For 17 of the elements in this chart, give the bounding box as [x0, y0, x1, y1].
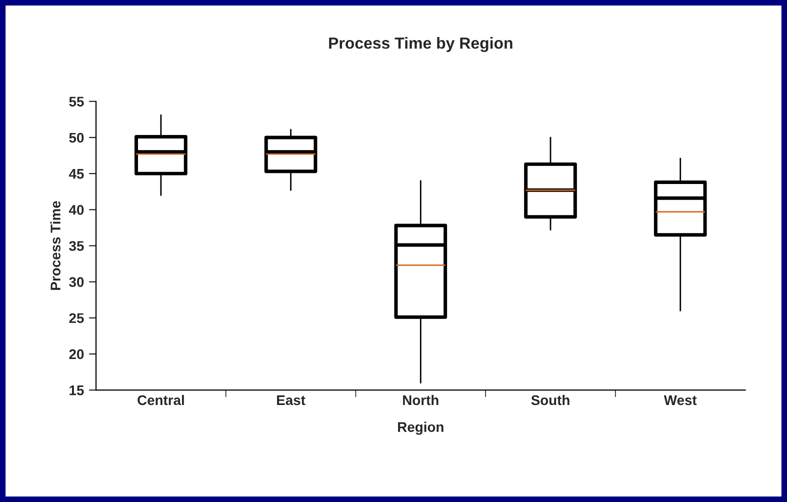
- x-tick-label: South: [531, 394, 570, 406]
- x-tick-label: East: [277, 395, 306, 406]
- y-tick-label: 35: [69, 241, 84, 251]
- x-axis-title: Region: [398, 422, 444, 435]
- chart-title: Process Time by Region: [329, 37, 512, 52]
- y-tick-label: 20: [69, 349, 84, 360]
- x-tick-label: North: [403, 394, 438, 406]
- y-tick-label: 45: [68, 169, 84, 179]
- y-tick-label: 25: [69, 313, 84, 324]
- y-tick-label: 55: [69, 96, 84, 107]
- x-tick-label: Central: [138, 394, 184, 406]
- x-tick-label: West: [664, 395, 697, 406]
- y-tick-label: 40: [68, 204, 84, 215]
- y-tick-label: 15: [70, 386, 84, 396]
- y-tick-label: 50: [69, 132, 84, 143]
- y-tick-label: 30: [69, 277, 84, 287]
- y-axis-title: Process Time: [50, 201, 60, 290]
